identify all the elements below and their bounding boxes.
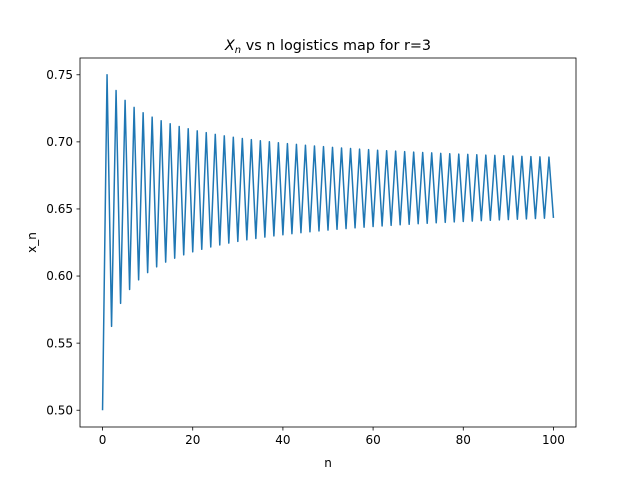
y-tick-label: 0.50	[46, 403, 73, 417]
x-axis-ticks: 0 20 40 60 80 100	[99, 427, 565, 447]
x-tick-label: 100	[542, 433, 565, 447]
y-axis-ticks: 0.50 0.55 0.60 0.65 0.70 0.75	[46, 68, 80, 417]
plot-area	[80, 58, 576, 427]
y-tick-label: 0.75	[46, 68, 73, 82]
x-tick-label: 40	[275, 433, 290, 447]
y-tick-label: 0.65	[46, 202, 73, 216]
x-tick-label: 60	[365, 433, 380, 447]
title-text: vs n logistics map for r=3	[241, 38, 431, 54]
title-variable: X	[224, 38, 236, 54]
chart-title: Xn vs n logistics map for r=3	[224, 38, 431, 56]
y-tick-label: 0.55	[46, 336, 73, 350]
x-tick-label: 20	[185, 433, 200, 447]
y-tick-label: 0.70	[46, 135, 73, 149]
y-tick-label: 0.60	[46, 269, 73, 283]
series-layer	[101, 74, 555, 411]
axes-frame	[79, 57, 577, 428]
y-axis-label: x_n	[25, 232, 39, 253]
series-line-0	[101, 74, 555, 411]
x-axis-label: n	[324, 456, 332, 470]
x-tick-label: 80	[456, 433, 471, 447]
title-subscript: n	[235, 45, 241, 56]
x-tick-label: 0	[99, 433, 107, 447]
